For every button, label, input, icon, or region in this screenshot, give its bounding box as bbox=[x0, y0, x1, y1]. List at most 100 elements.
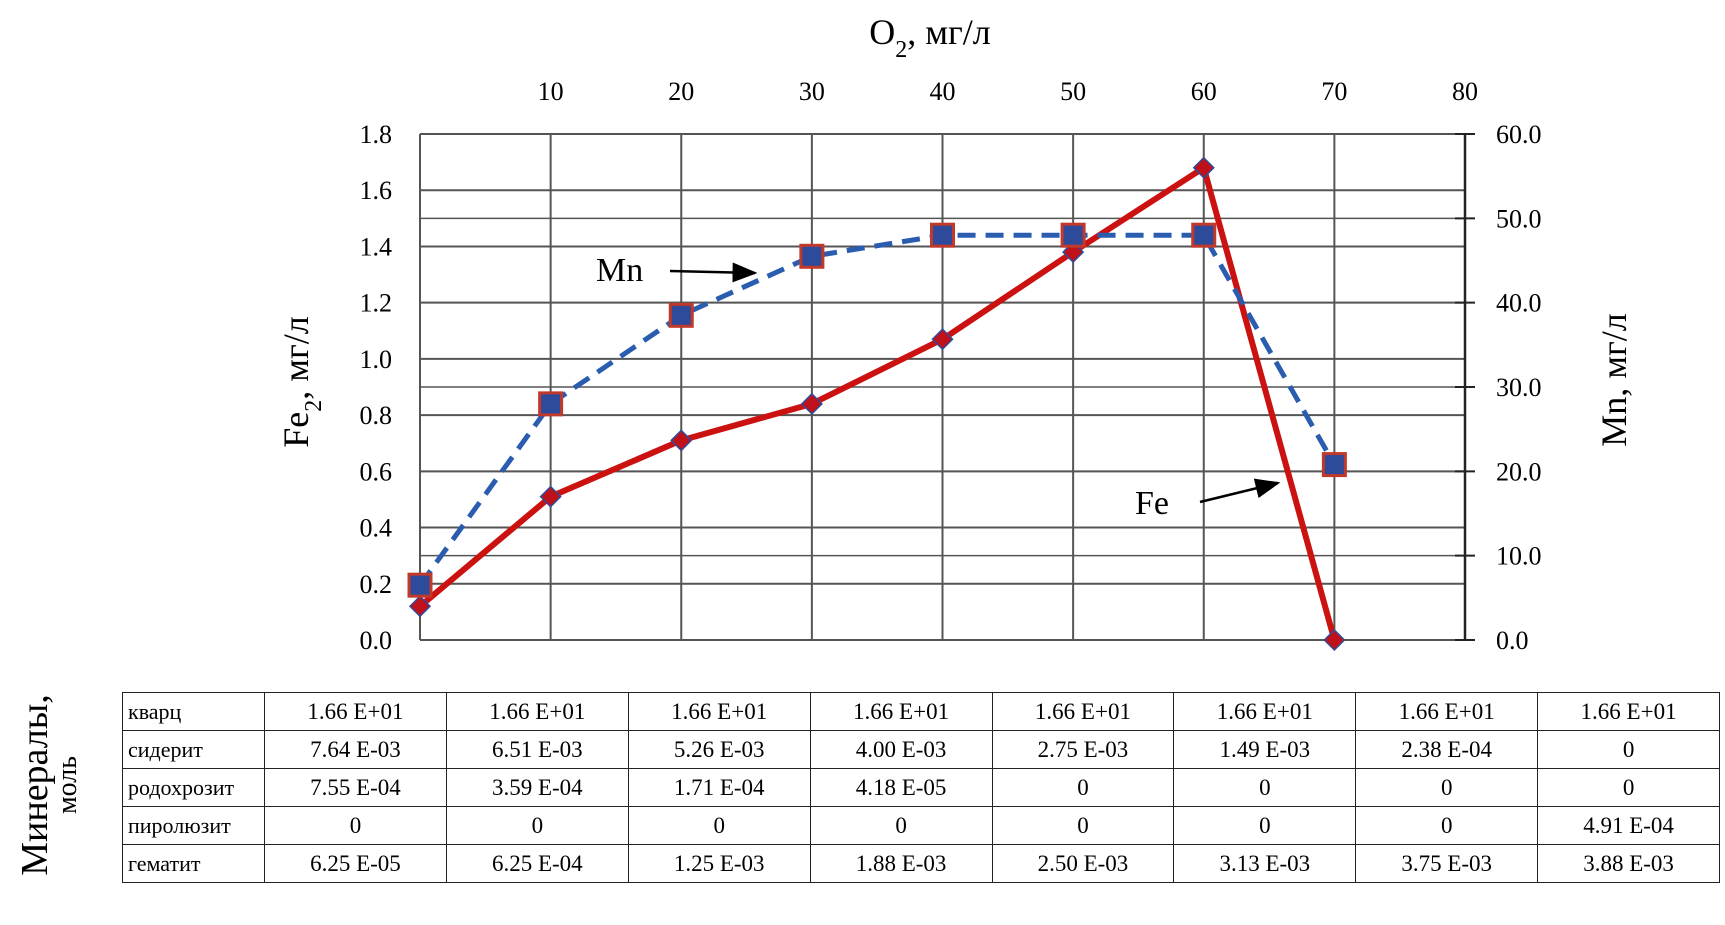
table-row: кварц 1.66 E+01 1.66 E+01 1.66 E+01 1.66 E+0… bbox=[122, 692, 1720, 731]
series-line-mn bbox=[417, 232, 1337, 587]
mineral-value: 1.88 E-03 bbox=[809, 844, 993, 883]
mineral-value: 6.25 E-04 bbox=[445, 844, 629, 883]
mineral-value: 3.75 E-03 bbox=[1355, 844, 1539, 883]
left-axis-tick-label: 1.4 bbox=[360, 232, 393, 261]
series-point-mn bbox=[1191, 222, 1217, 248]
left-axis-tick-label: 1.6 bbox=[360, 176, 393, 205]
series-point-mn bbox=[1060, 222, 1086, 248]
mineral-value: 3.88 E-03 bbox=[1537, 844, 1720, 883]
mineral-value: 2.50 E-03 bbox=[991, 844, 1175, 883]
mineral-value: 1.66 E+01 bbox=[1173, 692, 1357, 731]
minerals-table: кварц 1.66 E+01 1.66 E+01 1.66 E+01 1.66 E+0… bbox=[122, 692, 1720, 883]
mineral-value: 0 bbox=[809, 806, 993, 845]
mineral-value: 0 bbox=[1173, 768, 1357, 807]
right-axis-title: Mn, мг/л bbox=[1594, 313, 1634, 447]
annotation-mn-label: Mn bbox=[596, 252, 643, 289]
top-axis-title: O2, мг/л bbox=[869, 12, 991, 63]
left-axis-tick-label: 1.8 bbox=[360, 120, 393, 149]
mineral-value: 6.25 E-05 bbox=[264, 844, 447, 883]
tick-labels: 10 20 30 40 50 60 70 80 0.0 0.2 0.4 0.6 0.8 1.0 1.2 1.4… bbox=[360, 77, 1542, 655]
mineral-value: 0 bbox=[1537, 768, 1720, 807]
mineral-value: 4.00 E-03 bbox=[809, 730, 993, 769]
table-title-line2: моль bbox=[52, 755, 83, 815]
left-axis-tick-label: 0.8 bbox=[360, 401, 393, 430]
mineral-value: 2.75 E-03 bbox=[991, 730, 1175, 769]
mineral-value: 3.13 E-03 bbox=[1173, 844, 1357, 883]
right-axis-tick-label: 60.0 bbox=[1496, 120, 1542, 149]
left-axis-tick-label: 0.4 bbox=[360, 514, 393, 543]
series-point-fe bbox=[1323, 628, 1346, 652]
series-point-mn bbox=[930, 222, 955, 248]
mineral-name: кварц bbox=[122, 692, 265, 731]
mineral-value: 1.66 E+01 bbox=[1537, 692, 1720, 731]
table-row: родохрозит 7.55 E-04 3.59 E-04 1.71 E-04 4.1… bbox=[122, 768, 1720, 807]
mineral-value: 0 bbox=[1355, 806, 1539, 845]
annotations: Mn Fe bbox=[596, 252, 1281, 522]
annotation-fe-label: Fe bbox=[1135, 485, 1169, 522]
mineral-value: 0 bbox=[991, 768, 1175, 807]
series-point-fe bbox=[539, 485, 562, 508]
mineral-name: родохрозит bbox=[122, 768, 265, 807]
mineral-value: 1.66 E+01 bbox=[991, 692, 1175, 731]
mineral-value: 7.55 E-04 bbox=[264, 768, 447, 807]
top-axis-tick-label: 80 bbox=[1452, 77, 1478, 106]
mineral-value: 0 bbox=[1173, 806, 1357, 845]
mineral-value: 5.26 E-03 bbox=[627, 730, 811, 769]
right-axis-tick-label: 40.0 bbox=[1496, 289, 1542, 318]
annotation-fe-arrow bbox=[1199, 478, 1281, 504]
mineral-value: 0 bbox=[1537, 730, 1720, 769]
table-row: сидерит 7.64 E-03 6.51 E-03 5.26 E-03 4.00 E… bbox=[122, 730, 1720, 769]
grid bbox=[419, 133, 1475, 641]
mineral-value: 0 bbox=[445, 806, 629, 845]
top-axis-tick-label: 30 bbox=[799, 77, 825, 106]
left-axis-tick-label: 1.0 bbox=[360, 345, 393, 374]
mineral-value: 3.59 E-04 bbox=[445, 768, 629, 807]
series-point-mn bbox=[407, 572, 433, 598]
top-axis-tick-label: 50 bbox=[1060, 77, 1086, 106]
mineral-value: 1.49 E-03 bbox=[1173, 730, 1357, 769]
right-axis-tick-label: 30.0 bbox=[1496, 373, 1542, 402]
top-axis-tick-label: 20 bbox=[668, 77, 694, 106]
series-point-mn bbox=[538, 391, 564, 417]
series-point-fe bbox=[670, 429, 693, 452]
mineral-value: 0 bbox=[627, 806, 811, 845]
table-title-line1: Минералы, bbox=[14, 694, 56, 876]
mineral-value: 1.25 E-03 bbox=[627, 844, 811, 883]
mineral-value: 1.66 E+01 bbox=[445, 692, 629, 731]
series-point-fe bbox=[931, 328, 954, 351]
table-title: Минералы, моль bbox=[10, 692, 88, 878]
mineral-name: сидерит bbox=[122, 730, 265, 769]
top-axis-tick-label: 40 bbox=[930, 77, 956, 106]
series-point-fe bbox=[1192, 156, 1215, 179]
mineral-value: 7.64 E-03 bbox=[264, 730, 447, 769]
series-point-mn bbox=[1321, 452, 1347, 478]
series-point-fe bbox=[408, 595, 432, 618]
right-axis-tick-label: 20.0 bbox=[1496, 457, 1542, 486]
right-axis-tick-label: 0.0 bbox=[1496, 626, 1529, 655]
mineral-value: 4.91 E-04 bbox=[1537, 806, 1720, 845]
left-axis-tick-label: 1.2 bbox=[360, 289, 393, 318]
table-row: пиролюзит 0 0 0 0 0 0 0 4.91 E-04 bbox=[122, 806, 1720, 845]
mineral-value: 1.71 E-04 bbox=[627, 768, 811, 807]
left-axis-tick-label: 0.0 bbox=[360, 626, 393, 655]
series-line-fe bbox=[418, 164, 1338, 641]
series-layer bbox=[407, 156, 1347, 652]
series-point-fe bbox=[800, 392, 823, 415]
mineral-value: 4.18 E-05 bbox=[809, 768, 993, 807]
top-axis-tick-label: 70 bbox=[1321, 77, 1347, 106]
top-axis-tick-label: 10 bbox=[538, 77, 564, 106]
table-row: гематит 6.25 E-05 6.25 E-04 1.25 E-03 1.88 E… bbox=[122, 844, 1720, 883]
right-axis-tick-label: 10.0 bbox=[1496, 542, 1542, 571]
mineral-value: 6.51 E-03 bbox=[445, 730, 629, 769]
mineral-value: 1.66 E+01 bbox=[1355, 692, 1539, 731]
mineral-value: 1.66 E+01 bbox=[627, 692, 811, 731]
mineral-value: 1.66 E+01 bbox=[264, 692, 447, 731]
mineral-name: пиролюзит bbox=[122, 806, 265, 845]
mineral-value: 0 bbox=[1355, 768, 1539, 807]
mineral-value: 1.66 E+01 bbox=[809, 692, 993, 731]
annotation-mn-arrow bbox=[669, 262, 758, 283]
left-axis-tick-label: 0.2 bbox=[360, 570, 393, 599]
mineral-value: 2.38 E-04 bbox=[1355, 730, 1539, 769]
mineral-value: 0 bbox=[991, 806, 1175, 845]
mineral-name: гематит bbox=[122, 844, 265, 883]
